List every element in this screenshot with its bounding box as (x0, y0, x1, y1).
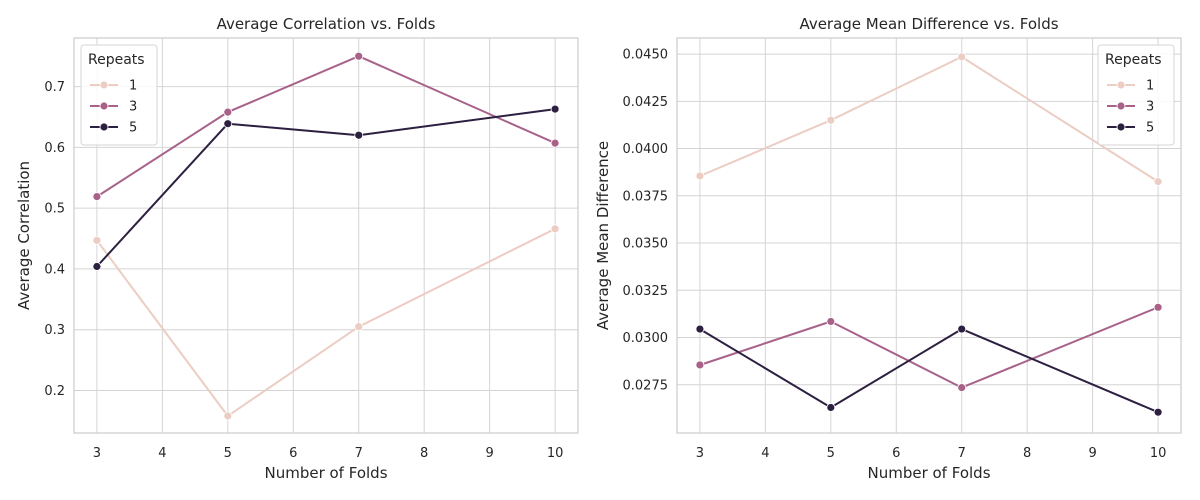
y-tick-label: 0.0325 (623, 284, 669, 299)
chart-panel-1: 3 4 5 6 7 8 9 10 0.2 0.3 0.4 0.5 0.6 0.7 Average Corre… (15, 15, 579, 482)
data-point (826, 403, 836, 412)
x-tick-label: 8 (420, 446, 428, 461)
x-tick-label: 9 (485, 446, 493, 461)
x-tick-label: 7 (958, 446, 966, 461)
series-5 (695, 324, 1163, 417)
y-tick-label: 0.0375 (623, 189, 669, 204)
x-tick-label: 10 (1150, 446, 1167, 461)
x-tick-label: 5 (827, 446, 835, 461)
data-point (223, 107, 233, 117)
plot-area (677, 38, 1181, 433)
y-tick-label: 0.5 (44, 202, 65, 217)
x-tick-label: 6 (289, 446, 297, 461)
series-1 (92, 224, 560, 421)
legend: Repeats 1 3 5 (1097, 44, 1175, 146)
data-point (223, 411, 233, 421)
data-point (1153, 177, 1163, 187)
x-tick-label: 4 (761, 446, 769, 461)
series-5 (92, 104, 560, 271)
legend-label-5: 5 (1146, 121, 1154, 136)
series-3 (92, 51, 560, 202)
series-line-3 (699, 306, 1159, 389)
plot-area (74, 38, 578, 433)
chart-panel-2: 3 4 5 6 7 8 9 10 0.0275 0.0300 0.0325 0.0350 0.0375 0… (594, 15, 1182, 482)
legend-title: Repeats (88, 52, 145, 68)
legend-label-3: 3 (129, 100, 137, 115)
x-tick-label: 6 (892, 446, 900, 461)
legend-title: Repeats (1105, 52, 1162, 68)
data-point (550, 104, 560, 114)
legend-label-1: 1 (1146, 79, 1154, 94)
data-point (550, 138, 560, 148)
data-point (957, 324, 967, 334)
chart-title: Average Mean Difference vs. Folds (799, 15, 1058, 33)
y-tick-label: 0.0450 (623, 48, 669, 63)
data-point (354, 322, 364, 332)
data-point (92, 262, 102, 271)
legend-marker-5 (99, 122, 109, 132)
data-point (695, 360, 705, 370)
y-tick-label: 0.0300 (623, 331, 669, 346)
data-point (1153, 407, 1163, 417)
data-point (354, 130, 364, 140)
x-tick-label: 10 (547, 446, 564, 461)
data-point (354, 51, 364, 61)
series-3 (695, 302, 1163, 393)
y-tick-label: 0.0425 (623, 95, 669, 110)
x-axis-label: Number of Folds (867, 464, 990, 482)
series-line-5 (96, 108, 556, 268)
x-tick-label: 4 (158, 446, 166, 461)
legend-label-1: 1 (129, 79, 137, 94)
series-line-1 (699, 55, 1159, 183)
legend: Repeats 1 3 5 (80, 44, 158, 146)
data-point (92, 192, 102, 202)
legend-marker-1 (99, 80, 109, 90)
data-point (826, 115, 836, 125)
x-tick-label: 3 (93, 446, 101, 461)
legend-box (80, 44, 158, 146)
y-axis-label: Average Mean Difference (594, 141, 612, 330)
y-tick-label: 0.3 (44, 323, 65, 338)
x-axis-label: Number of Folds (264, 464, 387, 482)
x-tick-label: 8 (1023, 446, 1031, 461)
data-point (550, 224, 560, 234)
series-line-3 (96, 55, 556, 198)
data-point (223, 119, 233, 129)
y-tick-label: 0.0350 (623, 237, 669, 252)
y-tick-label: 0.0275 (623, 378, 669, 393)
y-axis-label: Average Correlation (15, 161, 33, 310)
y-tick-label: 0.0400 (623, 142, 669, 157)
data-point (826, 317, 836, 326)
legend-marker-3 (99, 101, 109, 111)
legend-label-3: 3 (1146, 100, 1154, 115)
data-point (957, 52, 967, 62)
x-tick-label: 7 (355, 446, 363, 461)
y-tick-label: 0.2 (44, 384, 65, 399)
legend-label-5: 5 (129, 121, 137, 136)
y-tick-label: 0.7 (44, 80, 65, 95)
legend-marker-3 (1116, 101, 1126, 111)
series-1 (695, 52, 1163, 187)
y-tick-label: 0.6 (44, 141, 65, 156)
x-tick-label: 5 (224, 446, 232, 461)
data-point (957, 383, 967, 393)
plot-frame (676, 37, 1182, 434)
data-point (695, 171, 705, 181)
y-tick-label: 0.4 (44, 262, 65, 277)
series-line-5 (699, 328, 1159, 414)
plot-frame (73, 37, 579, 434)
legend-marker-5 (1116, 122, 1126, 132)
data-point (695, 324, 705, 334)
series-line-1 (96, 227, 556, 417)
data-point (92, 235, 102, 245)
x-tick-label: 9 (1088, 446, 1096, 461)
chart-title: Average Correlation vs. Folds (217, 15, 436, 33)
legend-box (1097, 44, 1175, 146)
data-point (1153, 302, 1163, 312)
legend-marker-1 (1116, 80, 1126, 90)
x-tick-label: 3 (696, 446, 704, 461)
